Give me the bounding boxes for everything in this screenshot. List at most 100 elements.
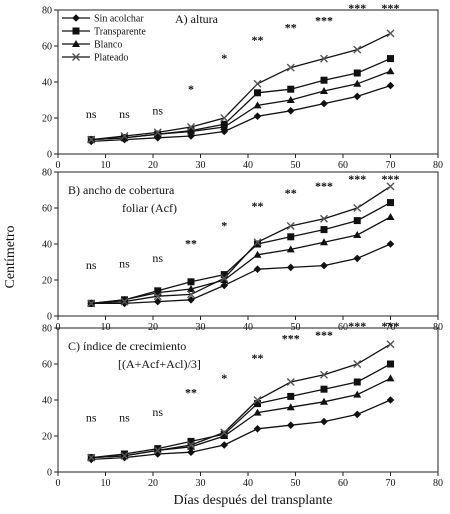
- legend-marker: [72, 53, 80, 61]
- data-point: [220, 274, 229, 283]
- significance-label: **: [285, 186, 297, 200]
- data-point: [254, 400, 261, 408]
- data-point: [320, 370, 328, 379]
- significance-label: ns: [86, 411, 97, 425]
- x-tick-label: 50: [291, 160, 301, 171]
- series-transparente: [87, 55, 394, 144]
- panel-3: 0 20 40 60 80 0 10 20 30 40 50 60 70 80 C) índice de c…: [42, 319, 443, 489]
- data-point: [187, 441, 195, 449]
- data-point: [353, 217, 361, 225]
- data-point: [253, 425, 262, 433]
- x-tick-label: 80: [433, 160, 443, 171]
- significance-label: ns: [86, 107, 97, 121]
- x-tick-label: 20: [148, 478, 158, 489]
- y-tick-label: 20: [42, 276, 52, 287]
- series-transparente: [87, 199, 394, 307]
- legend-marker: [72, 14, 80, 22]
- data-point: [187, 296, 195, 304]
- significance-label: ***: [382, 1, 400, 15]
- data-point: [286, 378, 295, 386]
- y-tick-label: 0: [47, 468, 52, 479]
- y-tick-label: 80: [42, 324, 52, 335]
- significance-label: ns: [119, 411, 130, 425]
- data-point: [253, 396, 262, 404]
- data-point: [353, 378, 361, 386]
- data-point: [187, 127, 195, 135]
- significance-label: **: [252, 351, 264, 365]
- data-point: [253, 250, 262, 258]
- data-point: [287, 85, 295, 93]
- data-point: [254, 240, 261, 248]
- data-point: [87, 299, 96, 308]
- panel-label: C) índice de crecimiento: [68, 339, 186, 353]
- data-point: [320, 397, 328, 405]
- significance-label: ***: [348, 172, 366, 186]
- significance-label: *: [221, 371, 227, 385]
- data-point: [320, 87, 328, 94]
- series-line: [91, 399, 391, 461]
- panel-2: 02040608001020304050607080B) ancho de co…: [42, 168, 443, 334]
- data-point: [286, 107, 295, 115]
- series-line: [91, 70, 391, 141]
- data-point: [153, 297, 162, 306]
- data-point: [286, 245, 295, 253]
- data-point: [187, 448, 195, 456]
- data-point: [253, 101, 262, 109]
- x-tick-label: 40: [243, 478, 253, 489]
- data-point: [253, 408, 262, 416]
- x-tick-label: 0: [56, 478, 61, 489]
- data-point: [153, 128, 162, 137]
- significance-label: **: [185, 237, 197, 251]
- y-tick-label: 60: [42, 42, 52, 53]
- data-point: [253, 79, 262, 88]
- data-point: [386, 240, 395, 248]
- data-point: [353, 390, 362, 398]
- legend-marker: [72, 27, 80, 35]
- data-point: [353, 69, 361, 77]
- panel-label-line2: [(A+Acf+Acl)/3]: [118, 357, 201, 371]
- data-point: [386, 67, 395, 75]
- data-point: [353, 360, 362, 368]
- data-point: [353, 79, 362, 87]
- data-point: [286, 263, 295, 272]
- y-axis-title: Centímetro: [3, 226, 18, 289]
- data-point: [87, 135, 96, 144]
- legend-entry: Sin acolchar: [94, 14, 144, 25]
- y-tick-label: 0: [47, 312, 52, 323]
- data-point: [120, 297, 129, 306]
- data-point: [386, 81, 395, 90]
- significance-label: ***: [282, 331, 300, 345]
- data-point: [220, 281, 229, 290]
- data-point: [320, 54, 328, 63]
- data-point: [320, 238, 328, 246]
- data-point: [353, 254, 362, 263]
- y-tick-label: 40: [42, 240, 52, 251]
- data-point: [87, 453, 96, 462]
- data-point: [353, 410, 362, 419]
- x-tick-label: 10: [101, 478, 111, 489]
- series-blanco: [87, 374, 395, 461]
- x-tick-label: 40: [243, 160, 253, 171]
- data-point: [153, 446, 162, 455]
- x-tick-label: 60: [338, 478, 348, 489]
- significance-label: **: [252, 199, 264, 213]
- data-point: [220, 428, 229, 437]
- significance-label: *: [188, 82, 194, 96]
- significance-label: ***: [348, 1, 366, 15]
- significance-label: *: [221, 51, 227, 65]
- panel-label: A) altura: [175, 12, 219, 26]
- data-point: [187, 437, 195, 445]
- data-point: [353, 92, 362, 101]
- series-line: [91, 185, 391, 305]
- legend-entry: Plateado: [94, 53, 128, 64]
- data-point: [287, 392, 295, 400]
- significance-label: ns: [152, 251, 163, 265]
- data-point: [220, 441, 229, 449]
- data-point: [353, 204, 362, 212]
- panel-label: B) ancho de cobertura: [68, 183, 175, 197]
- significance-label: **: [185, 385, 197, 399]
- significance-label: ***: [348, 319, 366, 333]
- series-line: [91, 343, 391, 459]
- data-point: [220, 114, 229, 122]
- data-point: [286, 421, 295, 429]
